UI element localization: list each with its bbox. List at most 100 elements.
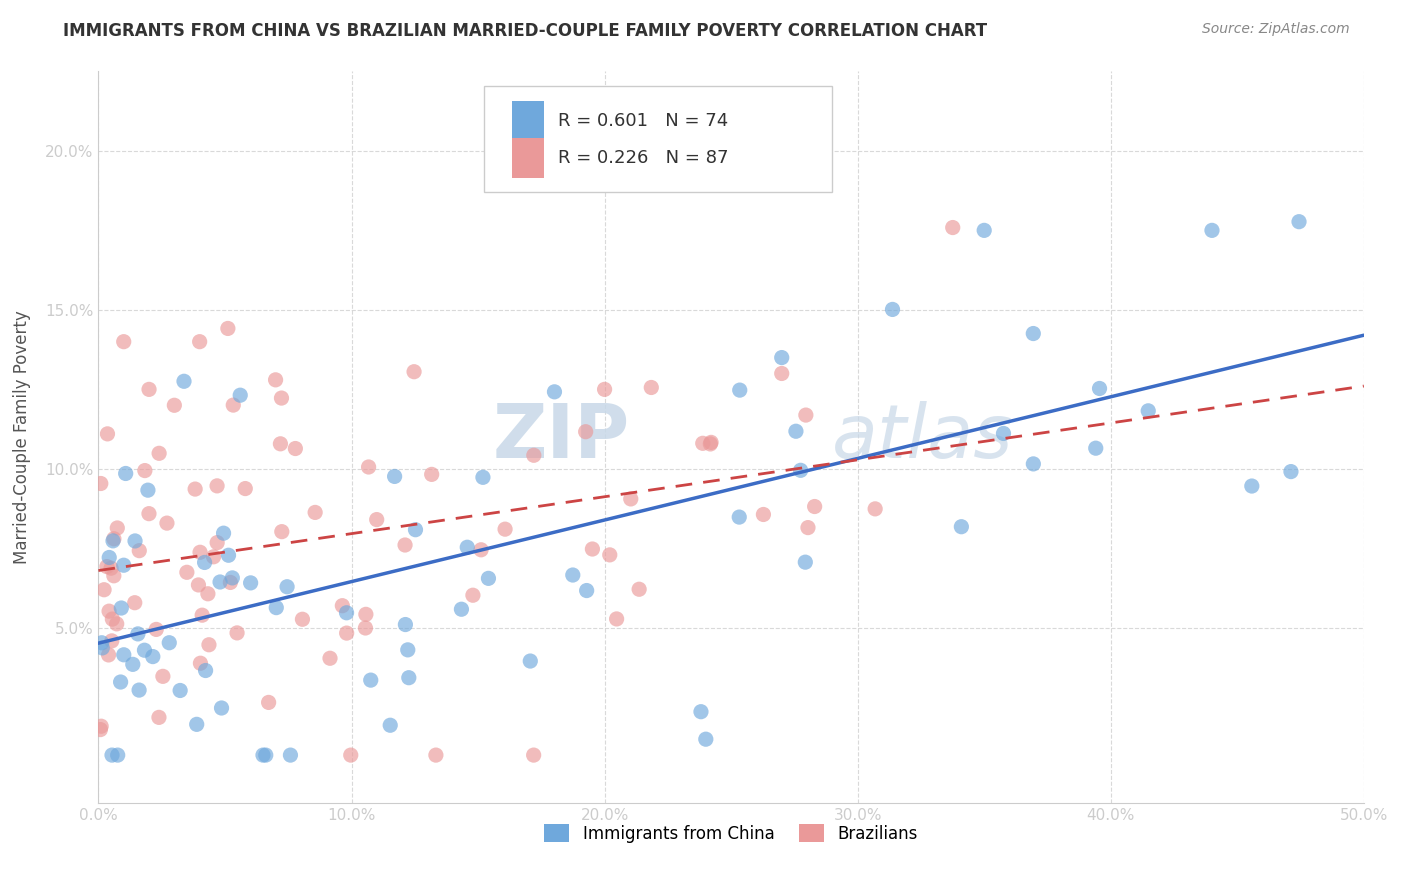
Point: [284, 442, 307, 456]
Point: [100, 561, 122, 575]
Point: [148, 710, 170, 724]
Point: [973, 223, 995, 237]
Point: [1201, 223, 1223, 237]
Point: [96, 559, 118, 574]
Point: [103, 532, 125, 546]
Point: [107, 748, 129, 763]
Point: [90, 719, 112, 733]
Point: [105, 616, 128, 631]
Point: [221, 571, 243, 585]
Point: [205, 535, 228, 549]
Point: [163, 398, 186, 412]
Point: [803, 500, 825, 514]
Point: [219, 575, 242, 590]
Point: [198, 638, 221, 652]
Point: [794, 555, 817, 569]
Point: [690, 705, 713, 719]
Point: [354, 607, 377, 622]
Point: [114, 467, 136, 481]
Point: [157, 636, 180, 650]
Point: [209, 574, 232, 589]
Point: [264, 373, 287, 387]
Point: [380, 718, 402, 732]
Point: [101, 612, 124, 626]
Point: [96, 426, 118, 441]
Legend: Immigrants from China, Brazilians: Immigrants from China, Brazilians: [537, 818, 925, 849]
Point: [217, 321, 239, 335]
Point: [581, 541, 603, 556]
Point: [330, 599, 353, 613]
Point: [90, 636, 112, 650]
Point: [1279, 465, 1302, 479]
Point: [276, 580, 298, 594]
Point: [105, 521, 128, 535]
Point: [91, 640, 114, 655]
Point: [494, 522, 516, 536]
Point: [148, 446, 170, 460]
Point: [606, 612, 628, 626]
Point: [128, 683, 150, 698]
Point: [575, 583, 598, 598]
Point: [360, 673, 382, 687]
FancyBboxPatch shape: [512, 137, 544, 178]
Point: [1288, 215, 1310, 229]
Point: [470, 542, 492, 557]
Point: [405, 523, 427, 537]
Point: [188, 545, 211, 559]
Point: [233, 482, 256, 496]
Point: [138, 507, 160, 521]
Point: [543, 384, 565, 399]
Point: [384, 469, 406, 483]
Point: [169, 683, 191, 698]
Point: [222, 398, 245, 412]
Point: [269, 437, 291, 451]
Point: [1137, 404, 1160, 418]
Point: [270, 391, 292, 405]
Point: [882, 302, 904, 317]
Point: [211, 701, 233, 715]
FancyBboxPatch shape: [512, 101, 544, 141]
Point: [103, 568, 125, 582]
Point: [1088, 382, 1111, 396]
Point: [239, 575, 262, 590]
Point: [695, 732, 717, 747]
Point: [90, 476, 112, 491]
Point: [1240, 479, 1263, 493]
Point: [264, 600, 287, 615]
Point: [794, 408, 817, 422]
Point: [942, 220, 965, 235]
Point: [194, 664, 217, 678]
Point: [173, 374, 195, 388]
Point: [523, 748, 546, 763]
Point: [593, 383, 616, 397]
Point: [357, 460, 380, 475]
Point: [461, 588, 484, 602]
Text: Source: ZipAtlas.com: Source: ZipAtlas.com: [1202, 22, 1350, 37]
Point: [354, 621, 377, 635]
Point: [152, 669, 174, 683]
Point: [517, 128, 540, 142]
Point: [291, 612, 314, 626]
Point: [797, 520, 820, 534]
Point: [339, 748, 361, 763]
Point: [336, 626, 359, 640]
Point: [197, 587, 219, 601]
Point: [394, 617, 416, 632]
Point: [89, 723, 111, 737]
Point: [252, 748, 274, 763]
Point: [176, 566, 198, 580]
Point: [993, 426, 1015, 441]
Point: [728, 383, 751, 397]
Point: [101, 748, 124, 763]
Point: [319, 651, 342, 665]
Point: [561, 568, 583, 582]
Point: [640, 380, 662, 394]
Point: [134, 643, 156, 657]
Point: [620, 491, 643, 506]
Point: [121, 657, 143, 672]
Point: [692, 436, 714, 450]
Point: [335, 606, 357, 620]
Text: R = 0.601   N = 74: R = 0.601 N = 74: [558, 112, 728, 130]
Point: [124, 533, 146, 548]
Point: [93, 582, 115, 597]
